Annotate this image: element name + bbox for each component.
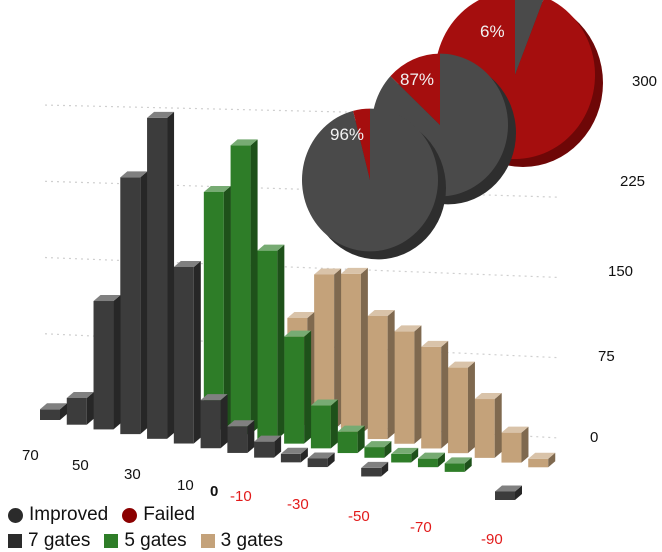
- legend-gates: 7 gates 5 gates 3 gates: [8, 530, 291, 552]
- legend-7-gates-label: 7 gates: [28, 530, 91, 551]
- bar-3-gates: [340, 267, 368, 435]
- bar-7-gates: [40, 403, 67, 420]
- bar-5-gates: [444, 457, 472, 472]
- pie-slice-failed: [353, 108, 370, 180]
- x-tick-label: 70: [22, 447, 39, 464]
- x-tick-label: -90: [481, 531, 503, 548]
- legend-failed-label: Failed: [143, 504, 195, 525]
- pie-percent-label: 6%: [480, 22, 505, 41]
- bar-7-gates: [495, 485, 522, 500]
- x-tick-label: -50: [348, 508, 370, 525]
- x-tick-label: -30: [287, 496, 309, 513]
- legend-5-gates-marker: [104, 534, 119, 548]
- x-tick-label: 50: [72, 457, 89, 474]
- legend-improved-marker: [8, 507, 23, 523]
- z-tick-label: 0: [590, 429, 598, 446]
- legend-item-7-gates: 7 gates: [8, 530, 90, 552]
- z-tick-label: 75: [598, 348, 615, 365]
- bar-5-gates: [391, 447, 419, 463]
- bar-3-gates: [367, 310, 395, 440]
- gridline: [44, 104, 561, 118]
- z-tick-label: 225: [620, 173, 645, 190]
- pie-chart: 96%: [301, 108, 446, 260]
- bar-7-gates: [280, 447, 308, 463]
- pie-slice-improved: [301, 108, 438, 252]
- x-tick-label: 30: [124, 466, 141, 483]
- legend-7-gates-marker: [8, 534, 22, 548]
- legend-item-failed: Failed: [122, 504, 195, 526]
- bar-3-gates: [447, 361, 475, 454]
- legend-5-gates-label: 5 gates: [124, 530, 187, 551]
- bar-7-gates: [93, 295, 121, 430]
- pie-slice-failed: [390, 53, 440, 125]
- bar-5-gates: [230, 139, 258, 435]
- legend-failed-marker: [122, 507, 138, 523]
- bar-7-gates: [200, 394, 228, 449]
- pie-charts: 6% 87% 96%: [301, 0, 603, 260]
- bar-7-gates: [227, 420, 255, 453]
- bar-3-gates: [474, 393, 502, 458]
- bar-3-gates: [394, 325, 422, 444]
- x-tick-label: -10: [230, 488, 252, 505]
- x-tick-label: 10: [177, 477, 194, 494]
- bar-7-gates: [307, 452, 335, 468]
- z-tick-label: 300: [632, 73, 657, 90]
- x-tick-label: 0: [210, 483, 218, 500]
- bar-7-gates: [173, 260, 201, 444]
- bar-5-gates: [310, 399, 338, 449]
- bar-7-gates: [147, 111, 175, 439]
- bar-7-gates: [66, 391, 94, 425]
- bar-3-gates: [314, 268, 342, 430]
- bar-5-gates: [364, 441, 392, 458]
- x-tick-label: -70: [410, 519, 432, 536]
- z-axis-ticks: 0 75 150 225 300: [590, 73, 657, 446]
- legend-improved-label: Improved: [29, 504, 109, 525]
- legend-outcome: Improved Failed: [8, 504, 203, 526]
- bar-3-gates: [528, 452, 556, 468]
- x-axis-ticks: 70 50 30 10 0 -10 -30 -50 -70 -90: [22, 447, 503, 548]
- bar-7-gates: [120, 171, 148, 435]
- legend-item-5-gates: 5 gates: [104, 530, 187, 552]
- bar-7-gates: [361, 461, 389, 477]
- bar-3-gates: [421, 340, 449, 449]
- pie-percent-label: 87%: [400, 70, 434, 89]
- bar-5-gates: [337, 425, 365, 454]
- pie-slice-improved: [515, 0, 544, 75]
- bar-7-gates: [254, 435, 282, 458]
- bar-3-gates: [501, 426, 529, 463]
- bar-5-gates: [284, 330, 312, 444]
- bars: [40, 111, 556, 500]
- bar-5-gates: [417, 452, 445, 468]
- legend-item-3-gates: 3 gates: [200, 530, 283, 552]
- pie-percent-label: 96%: [330, 125, 364, 144]
- legend-item-improved: Improved: [8, 504, 108, 526]
- bar-5-gates: [257, 244, 285, 439]
- z-tick-label: 150: [608, 263, 633, 280]
- bar-5-gates: [203, 185, 231, 430]
- legend-3-gates-marker: [200, 534, 215, 548]
- legend-3-gates-label: 3 gates: [220, 530, 283, 551]
